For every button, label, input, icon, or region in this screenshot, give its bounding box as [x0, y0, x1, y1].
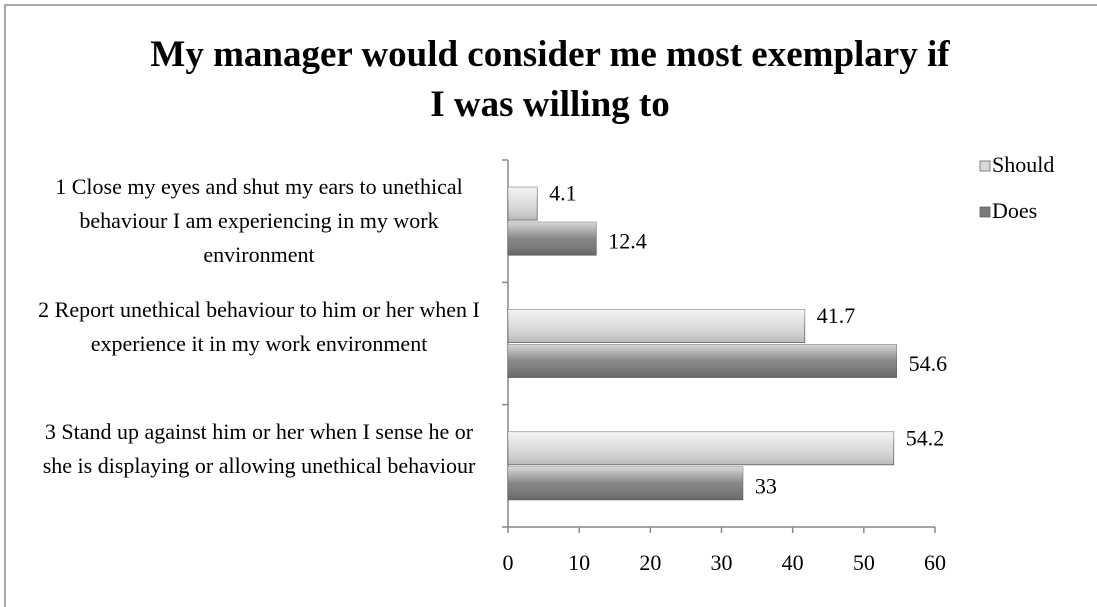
- bar-shade: [508, 187, 538, 221]
- bar-shade: [508, 466, 743, 500]
- title-box: My manager would consider me most exempl…: [150, 34, 950, 125]
- legend-label: Should: [992, 152, 1054, 177]
- bar-shade: [508, 344, 897, 378]
- category-label: 2 Report unethical behaviour to him or h…: [38, 296, 480, 356]
- x-tick-label: 50: [853, 550, 875, 575]
- category-label: 1 Close my eyes and shut my ears to unet…: [55, 174, 463, 268]
- x-tick-label: 0: [503, 550, 514, 575]
- x-tick-label: 40: [782, 550, 804, 575]
- bar-shade: [508, 222, 597, 256]
- value-label: 54.6: [909, 351, 948, 376]
- bar-shade: [508, 431, 894, 465]
- legend-label: Does: [992, 198, 1037, 223]
- value-label: 33: [755, 473, 777, 498]
- value-label: 12.4: [608, 229, 647, 254]
- x-tick-label: 60: [924, 550, 946, 575]
- x-tick-label: 10: [568, 550, 590, 575]
- x-tick-label: 20: [639, 550, 661, 575]
- frame: [4, 4, 1097, 607]
- value-label: 4.1: [549, 181, 577, 206]
- legend-swatch: [979, 160, 991, 172]
- value-label: 54.2: [906, 425, 945, 450]
- category-label: 3 Stand up against him or her when I sen…: [42, 418, 476, 478]
- legend-swatch: [979, 206, 991, 218]
- x-tick-label: 30: [711, 550, 733, 575]
- bar-shade: [508, 309, 805, 343]
- chart-title: My manager would consider me most exempl…: [150, 34, 950, 125]
- value-label: 41.7: [817, 303, 856, 328]
